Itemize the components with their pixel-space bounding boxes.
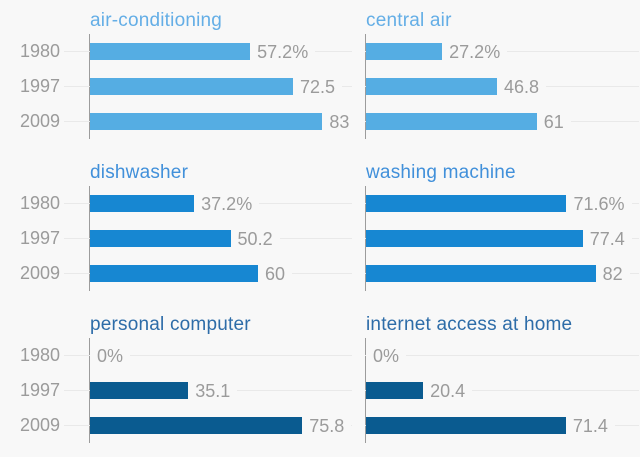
- value-label: 82: [595, 262, 630, 285]
- panel-title: internet access at home: [366, 314, 573, 335]
- bar-row: 2009 83: [0, 104, 357, 139]
- bar: [90, 43, 251, 60]
- year-label: 1980: [19, 193, 60, 213]
- year-label: 1997: [19, 380, 60, 400]
- value-label: 71.4: [565, 414, 615, 437]
- gridline: [365, 390, 639, 391]
- panel-washing-machine: washing machine 71.6% 77.4 82: [353, 157, 640, 309]
- plot-area: 71.6% 77.4 82: [353, 186, 640, 291]
- bar: [90, 417, 303, 434]
- bar-row: 0%: [353, 338, 640, 373]
- year-label: 1997: [19, 76, 60, 96]
- value-label: 27.2%: [442, 40, 508, 63]
- bar-row: 1997 50.2: [0, 221, 353, 256]
- bar-row: 46.8: [353, 69, 640, 104]
- year-label: 1980: [19, 41, 60, 61]
- bar-row: 82: [353, 256, 640, 291]
- bar: [366, 265, 596, 282]
- bar: [366, 417, 566, 434]
- value-label: 72.5: [293, 75, 343, 98]
- value-label: 83: [322, 110, 357, 133]
- bar-row: 2009 60: [0, 256, 353, 291]
- plot-area: 1980 37.2% 1997 50.2 2009 60: [0, 186, 353, 291]
- plot-area: 1980 0% 1997 35.1 2009 75.8: [0, 338, 353, 443]
- value-label: 0%: [366, 344, 407, 367]
- value-label: 20.4: [423, 379, 473, 402]
- value-label: 60: [258, 262, 293, 285]
- bar: [366, 230, 583, 247]
- value-label: 0%: [90, 344, 131, 367]
- year-label: 1980: [19, 345, 60, 365]
- value-label: 37.2%: [194, 192, 260, 215]
- bar: [90, 265, 258, 282]
- bar-row: 77.4: [353, 221, 640, 256]
- value-label: 57.2%: [250, 40, 316, 63]
- bar: [366, 113, 537, 130]
- bar-row: 2009 75.8: [0, 408, 353, 443]
- bar-row: 71.4: [353, 408, 640, 443]
- panel-central-air: central air 27.2% 46.8 61: [353, 5, 640, 157]
- bar: [366, 195, 567, 212]
- bar: [366, 43, 443, 60]
- plot-area: 0% 20.4 71.4: [353, 338, 640, 443]
- panel-personal-computer: personal computer 1980 0% 1997 35.1 2009…: [0, 309, 353, 457]
- value-label: 50.2: [230, 227, 280, 250]
- bar: [90, 382, 189, 399]
- bar-row: 1980 57.2%: [0, 34, 353, 69]
- value-label: 75.8: [302, 414, 352, 437]
- bar: [90, 78, 293, 95]
- plot-area: 1980 57.2% 1997 72.5 2009 83: [0, 34, 357, 139]
- bar: [90, 113, 323, 130]
- value-label: 71.6%: [566, 192, 632, 215]
- panel-internet-access-at-home: internet access at home 0% 20.4 71.4: [353, 309, 640, 457]
- panel-title: central air: [366, 10, 452, 31]
- bar-row: 27.2%: [353, 34, 640, 69]
- gridline: [365, 355, 639, 356]
- panel-title: washing machine: [366, 162, 516, 183]
- bar-row: 1980 37.2%: [0, 186, 353, 221]
- bar-row: 1980 0%: [0, 338, 353, 373]
- bar: [366, 382, 424, 399]
- bar: [366, 78, 498, 95]
- panel-title: air-conditioning: [90, 10, 223, 31]
- plot-area: 27.2% 46.8 61: [353, 34, 640, 139]
- year-label: 1997: [19, 228, 60, 248]
- year-label: 2009: [19, 415, 60, 435]
- year-label: 2009: [19, 263, 60, 283]
- panel-dishwasher: dishwasher 1980 37.2% 1997 50.2 2009 60: [0, 157, 353, 309]
- panel-air-conditioning: air-conditioning 1980 57.2% 1997 72.5 20…: [0, 5, 357, 157]
- gridline: [64, 355, 352, 356]
- value-label: 77.4: [582, 227, 632, 250]
- year-label: 2009: [19, 111, 60, 131]
- bar-row: 71.6%: [353, 186, 640, 221]
- bar: [90, 195, 195, 212]
- bar-row: 1997 72.5: [0, 69, 353, 104]
- value-label: 46.8: [497, 75, 547, 98]
- bar: [90, 230, 231, 247]
- bar-row: 20.4: [353, 373, 640, 408]
- bar-row: 61: [353, 104, 640, 139]
- value-label: 61: [536, 110, 571, 133]
- bar-row: 1997 35.1: [0, 373, 353, 408]
- value-label: 35.1: [188, 379, 238, 402]
- panel-title: dishwasher: [90, 162, 189, 183]
- panel-title: personal computer: [90, 314, 251, 335]
